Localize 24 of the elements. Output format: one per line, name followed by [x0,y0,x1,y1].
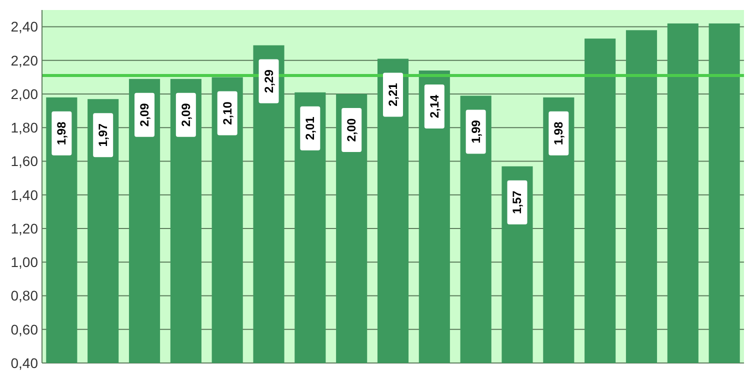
y-tick-label: 0,60 [10,321,38,338]
data-label: 1,97 [96,123,110,147]
data-label: 2,21 [386,82,400,106]
data-label: 2,01 [303,116,318,140]
data-label: 1,98 [54,121,69,146]
data-label: 1,99 [468,120,483,144]
y-tick-label: 1,00 [10,254,38,270]
data-label: 2,09 [138,102,152,127]
y-tick-label: 0,40 [10,354,38,371]
data-label: 2,00 [344,118,359,142]
y-tick-label: 2,40 [10,18,38,35]
y-tick-label: 0,80 [10,288,38,304]
y-tick-label: 1,80 [10,120,38,136]
data-label: 2,10 [220,101,234,125]
y-tick-label: 2,20 [10,52,38,68]
data-label: 2,09 [178,102,193,127]
data-label: 2,14 [427,94,442,118]
data-label: 1,98 [552,121,566,146]
y-tick-label: 1,40 [10,186,38,203]
y-tick-label: 1,20 [10,220,38,236]
y-tick-label: 1,60 [10,153,38,170]
y-tick-label: 2,00 [10,86,38,102]
data-label: 2,29 [262,69,276,93]
data-label: 1,57 [510,190,524,214]
